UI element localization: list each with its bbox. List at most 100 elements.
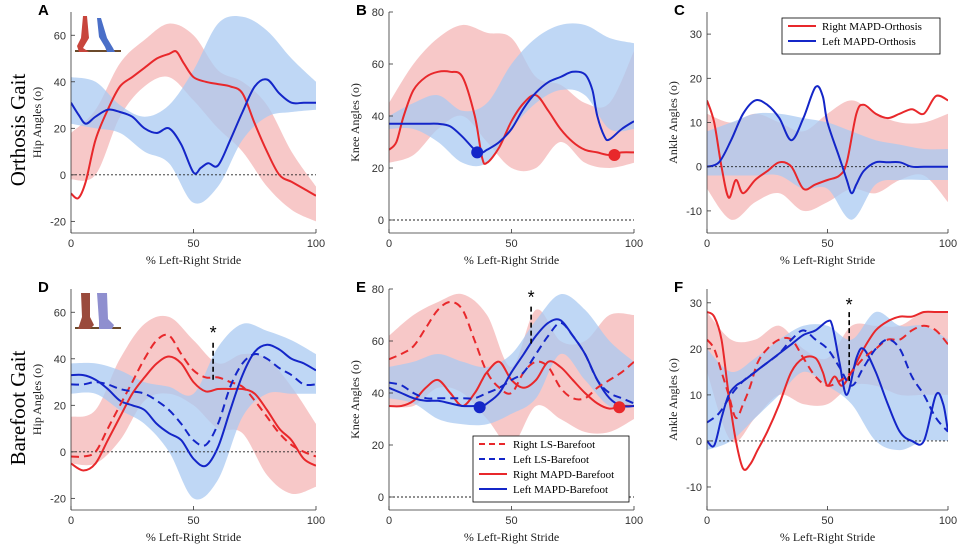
x-axis-label: % Left-Right Stride: [780, 530, 875, 544]
x-tick-label: 50: [821, 515, 833, 527]
series-line-left-ls-barefoot: [71, 353, 316, 447]
x-tick-label: 50: [821, 238, 833, 250]
y-tick-label: 60: [54, 307, 66, 319]
a-left-variability-band: [71, 15, 316, 204]
orthosis-gait-icon: [75, 16, 121, 52]
legend-box: [781, 17, 941, 55]
plot-area: [389, 23, 634, 221]
x-tick-label: 50: [187, 515, 199, 527]
x-axis-label: % Left-Right Stride: [146, 253, 241, 267]
x-tick-label: 100: [307, 238, 325, 250]
y-axis-label: Hip Angles (o): [30, 364, 44, 435]
series-line-right-mapd-orthosis: [707, 94, 948, 199]
y-tick-label: -20: [50, 493, 66, 505]
y-tick-label: 0: [378, 215, 384, 227]
y-tick-label: 80: [372, 284, 384, 296]
legend-entry-label: Right LS-Barefoot: [513, 439, 595, 451]
y-tick-label: 30: [690, 29, 702, 41]
y-tick-label: 40: [372, 388, 384, 400]
x-tick-label: 0: [386, 238, 392, 250]
legend: Right LS-Barefoot Left LS-Barefoot Right M…: [472, 435, 630, 503]
significance-star-0: *: [528, 288, 535, 308]
a-right-variability-band: [71, 23, 316, 222]
y-tick-label: -20: [50, 216, 66, 228]
y-tick-label: -10: [686, 206, 702, 218]
series-line-left-ls-barefoot: [389, 321, 634, 405]
icon-left-leg: [97, 293, 114, 329]
y-tick-label: 0: [696, 162, 702, 174]
series-line-left-mapd-barefoot: [71, 343, 316, 468]
x-axis-label: % Left-Right Stride: [780, 253, 875, 267]
x-tick-label: 100: [939, 238, 957, 250]
x-tick-label: 0: [386, 515, 392, 527]
x-axis-label: % Left-Right Stride: [146, 530, 241, 544]
x-tick-label: 50: [505, 515, 517, 527]
series-line-left-mapd-barefoot: [707, 319, 948, 448]
panel-e-knee-barefoot: * 0 50 100 0 20 40 60 80 % Left-Right Stride Knee …: [348, 279, 643, 544]
b-left-variability-band: [389, 23, 634, 167]
icon-left-leg: [97, 18, 115, 52]
legend: Right MAPD-Orthosis Left MAPD-Orthosis: [781, 17, 941, 55]
legend-entry-label: Left MAPD-Barefoot: [513, 484, 608, 496]
y-tick-label: 60: [372, 59, 384, 71]
x-tick-label: 0: [704, 238, 710, 250]
x-axis-label: % Left-Right Stride: [464, 530, 559, 544]
y-tick-label: 60: [54, 30, 66, 42]
y-tick-label: 0: [378, 492, 384, 504]
panel-f-ankle-barefoot: * 0 50 100 -10 0 10 20 30 % Left-Right Stride Ankl…: [666, 279, 957, 544]
x-tick-label: 100: [939, 515, 957, 527]
panel-letter: C: [674, 2, 685, 19]
icon-ground-line: [75, 327, 121, 329]
significance-star-0: *: [210, 323, 217, 343]
series-line-right-mapd-orthosis: [389, 70, 634, 165]
plot-area: [707, 310, 948, 471]
f-left-variability-band: [707, 311, 948, 451]
icon-right-leg: [78, 293, 94, 329]
barefoot-gait-icon: [75, 293, 121, 329]
y-axis-label: Ankle Angles (o): [666, 81, 680, 164]
panel-letter: D: [38, 279, 49, 296]
y-tick-label: 40: [54, 77, 66, 89]
y-tick-label: 20: [54, 123, 66, 135]
x-tick-label: 0: [68, 238, 74, 250]
panel-letter: B: [356, 2, 367, 19]
series-line-right-ls-barefoot: [707, 324, 948, 419]
x-tick-label: 0: [68, 515, 74, 527]
series-line-right-ls-barefoot: [389, 300, 634, 401]
series-line-left-mapd-orthosis: [71, 78, 316, 175]
y-tick-label: 0: [60, 170, 66, 182]
x-tick-label: 100: [625, 238, 643, 250]
marker-right-1: [613, 401, 626, 414]
y-tick-label: 0: [60, 447, 66, 459]
y-axis-label: Knee Angles (o): [348, 83, 362, 162]
d-left-variability-band: [71, 323, 316, 500]
row-label-barefoot: Barefoot Gait: [6, 350, 30, 465]
y-tick-label: 40: [54, 354, 66, 366]
plot-area: [71, 15, 316, 222]
y-tick-label: -10: [686, 482, 702, 494]
x-tick-label: 0: [704, 515, 710, 527]
legend-entry-label: Right MAPD-Barefoot: [513, 469, 614, 481]
y-axis-label: Knee Angles (o): [348, 360, 362, 439]
legend-box: [472, 435, 630, 503]
panel-b-knee-orthosis: 0 50 100 0 20 40 60 80 % Left-Right Stride Knee A…: [348, 2, 643, 267]
y-axis-label: Hip Angles (o): [30, 87, 44, 158]
series-line-right-mapd-orthosis: [71, 50, 316, 200]
series-line-left-mapd-orthosis: [389, 70, 634, 154]
y-tick-label: 10: [690, 390, 702, 402]
x-tick-label: 100: [307, 515, 325, 527]
plot-area: [71, 315, 316, 500]
series-line-left-mapd-orthosis: [707, 85, 948, 195]
panel-c-ankle-orthosis: 0 50 100 -10 0 10 20 30 % Left-Right Stride Ankle…: [666, 2, 957, 267]
legend-entry-label: Left LS-Barefoot: [513, 454, 589, 466]
x-axis-label: % Left-Right Stride: [464, 253, 559, 267]
legend-entry-label: Right MAPD-Orthosis: [822, 21, 922, 33]
panel-letter: A: [38, 2, 49, 19]
y-tick-label: 80: [372, 7, 384, 19]
y-tick-label: 20: [690, 73, 702, 85]
y-tick-label: 20: [690, 344, 702, 356]
legend-entry-label: Left MAPD-Orthosis: [822, 36, 916, 48]
